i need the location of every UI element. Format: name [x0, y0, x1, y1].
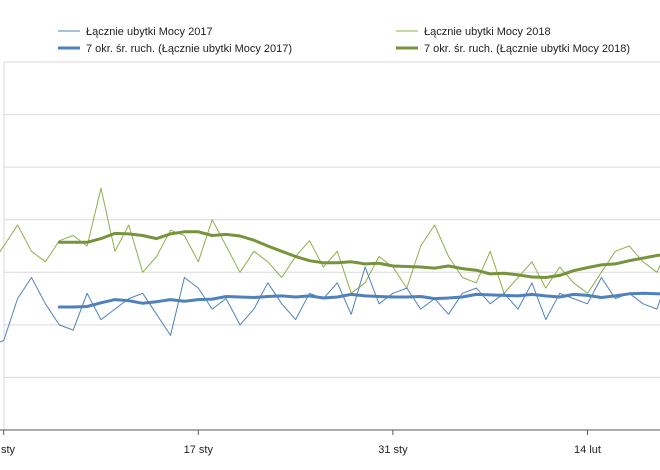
- grid-layer: [3, 61, 660, 430]
- x-tick-label-0: sty: [1, 444, 16, 456]
- legend-label-ma-2017: 7 okr. śr. ruch. (Łącznie ubytki Mocy 20…: [86, 43, 292, 55]
- series-2017-raw: [0, 266, 660, 343]
- x-tick-label-1: 17 sty: [184, 444, 214, 456]
- series-layer: [0, 187, 660, 343]
- legend: Łącznie ubytki Mocy 2017 7 okr. śr. ruch…: [58, 26, 630, 55]
- legend-label-ma-2018: 7 okr. śr. ruch. (Łącznie ubytki Mocy 20…: [424, 43, 630, 55]
- series-2018-raw: [0, 187, 660, 294]
- series-2017-moving-average: [57, 291, 660, 309]
- series-2018-moving-average: [57, 230, 660, 279]
- x-tick-label-3: 14 lut: [574, 444, 601, 456]
- legend-label-raw-2017: Łącznie ubytki Mocy 2017: [86, 26, 213, 38]
- x-tick-label-2: 31 sty: [378, 444, 408, 456]
- legend-label-raw-2018: Łącznie ubytki Mocy 2018: [424, 26, 551, 38]
